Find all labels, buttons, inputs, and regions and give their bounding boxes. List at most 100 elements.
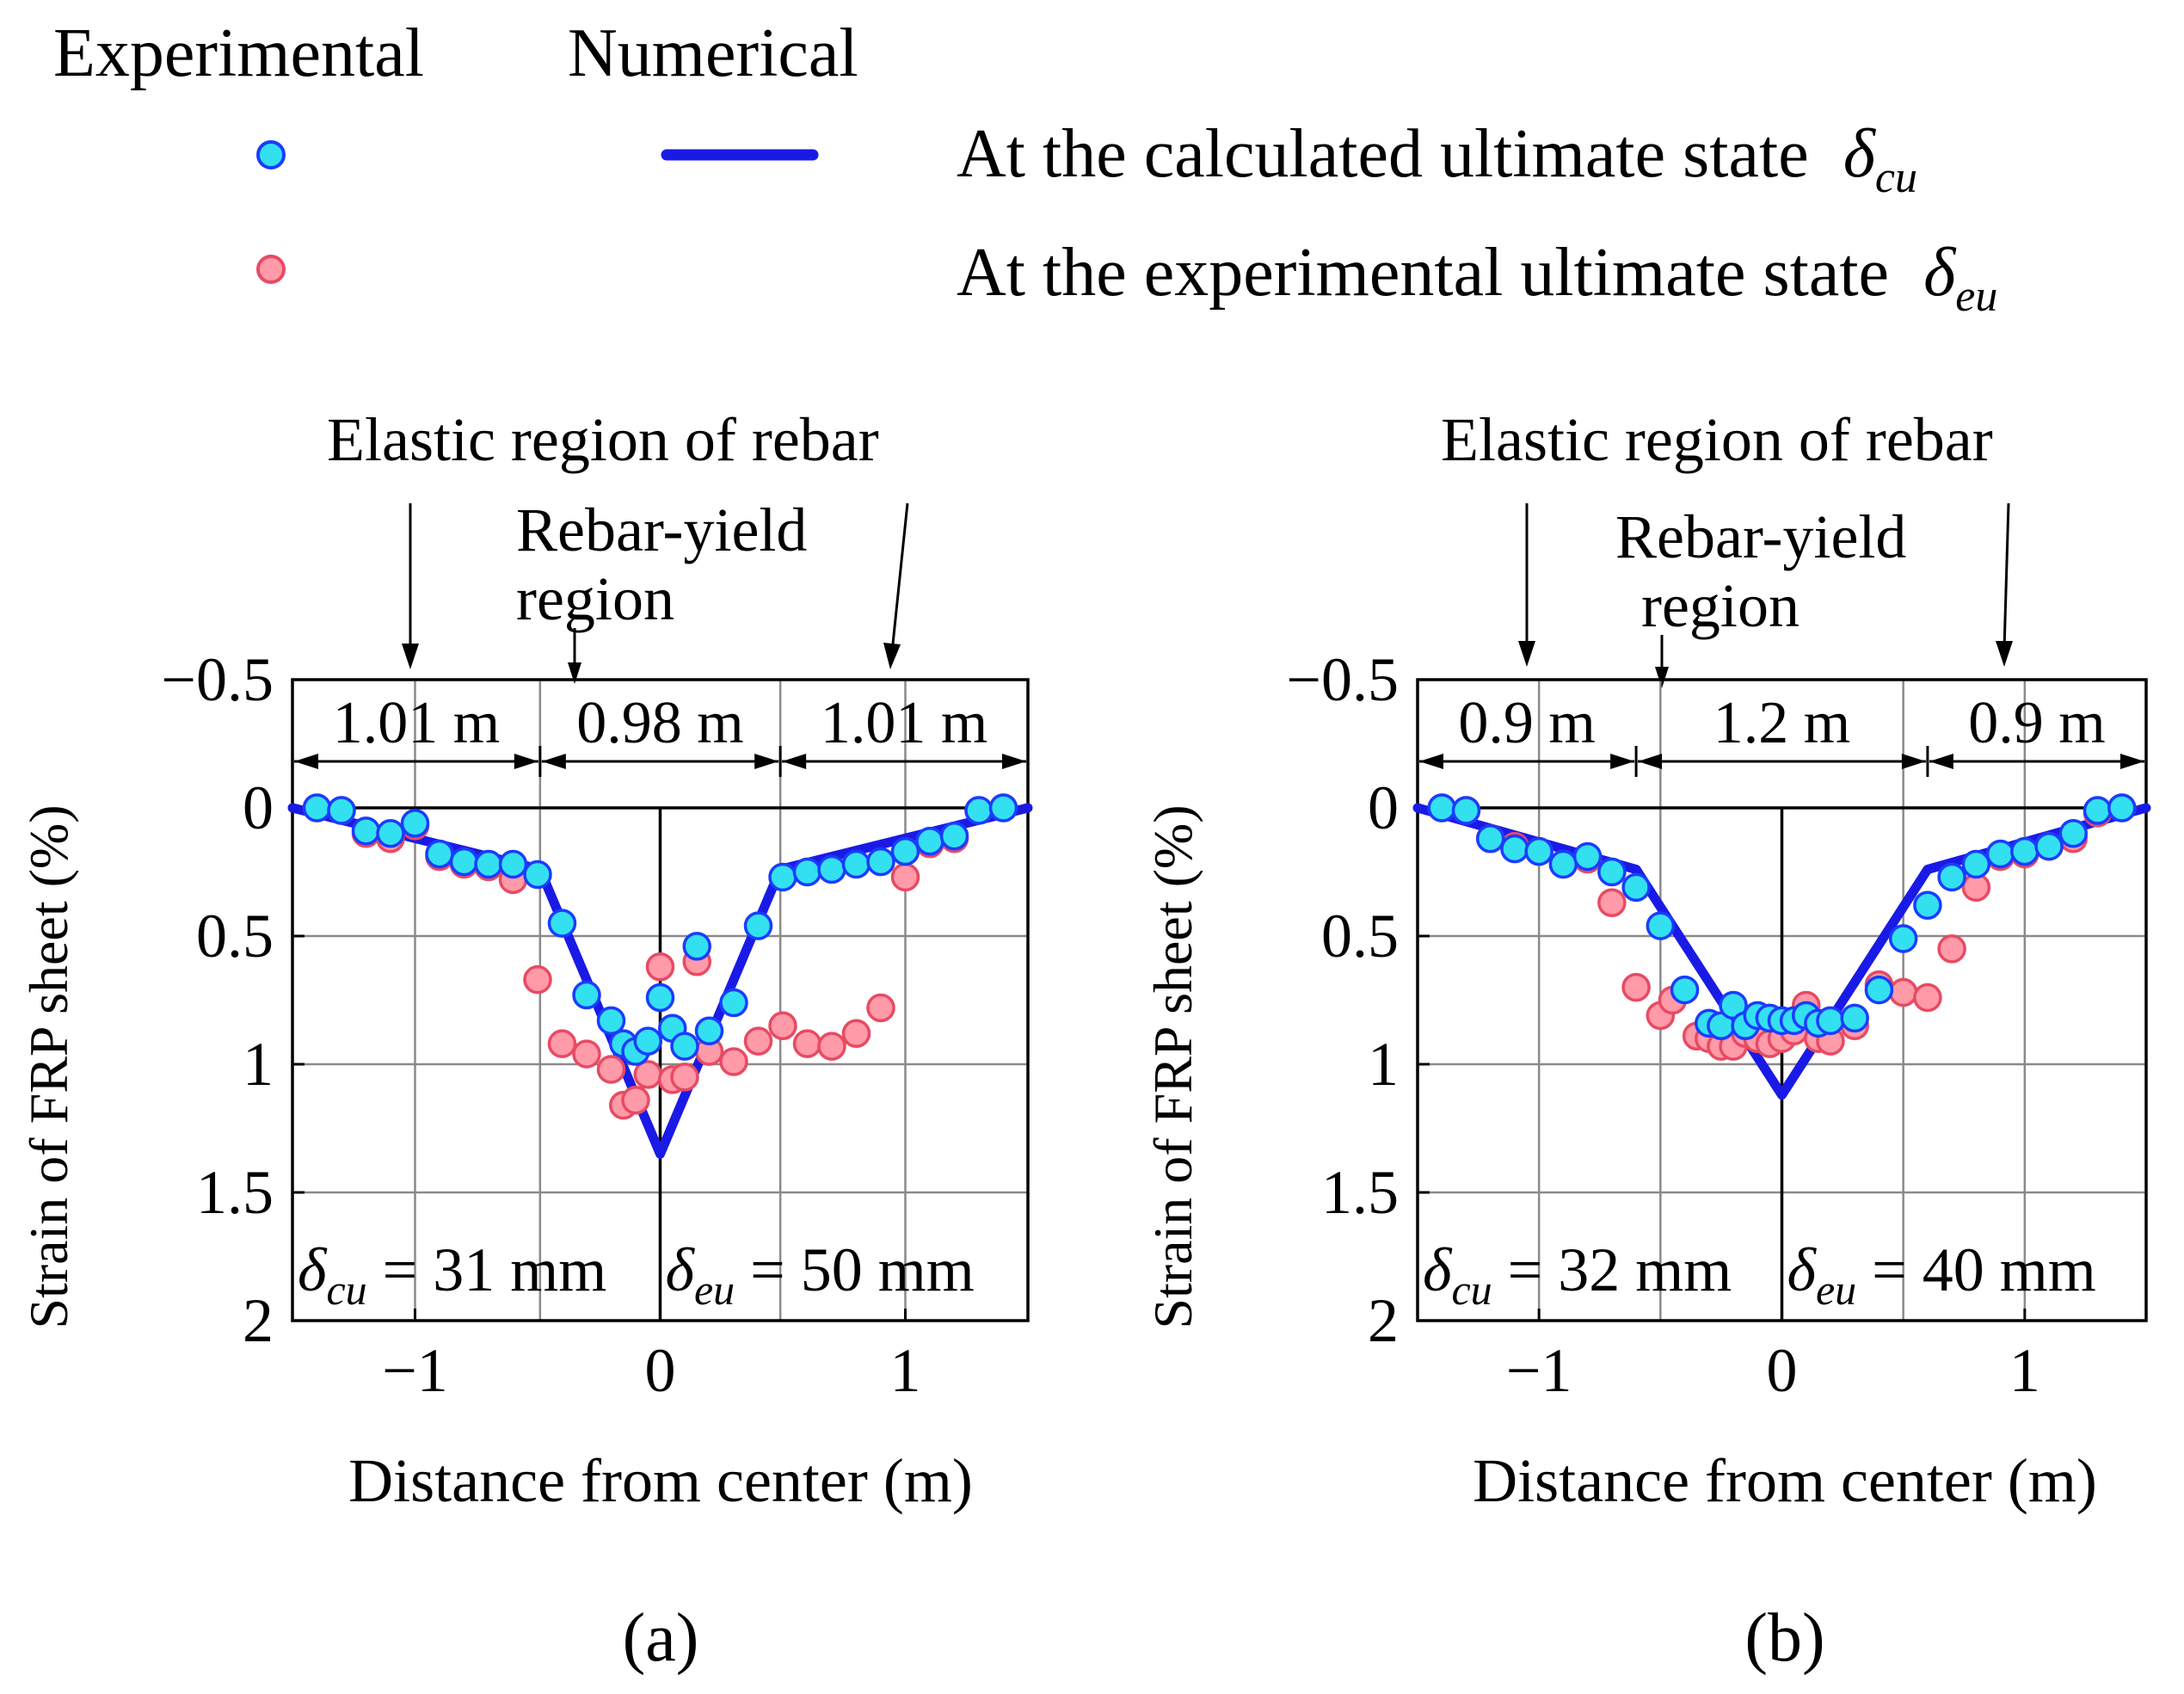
y-tick-label: 0 [243, 773, 274, 842]
dimension-arrowhead [1638, 754, 1663, 769]
dimension-arrowhead [782, 754, 807, 769]
panel-b: Elastic region of rebar Rebar-yield regi… [1142, 405, 2151, 1676]
dimension-arrowhead [2120, 754, 2144, 769]
y-tick-label: 0.5 [196, 902, 274, 970]
data-point-calculated [1670, 975, 1700, 1005]
legend-label-calculated: At the calculated ultimate state δcu [957, 116, 1917, 202]
x-tick-label: 1 [2009, 1336, 2040, 1405]
data-point-calculated [915, 826, 944, 856]
panel-label-b: (b) [1744, 1600, 1824, 1676]
data-point-experimental [841, 1019, 871, 1048]
data-point-calculated [817, 854, 846, 884]
x-tick-label: 0 [645, 1336, 676, 1405]
data-point-calculated [1816, 1006, 1845, 1036]
data-point-experimental [1913, 983, 1942, 1013]
y-tick-label: −0.5 [161, 645, 274, 714]
region-dimensions: 1.01 m 0.98 m 1.01 m [294, 690, 1026, 777]
data-point-experimental [1937, 934, 1966, 964]
data-point-calculated [376, 819, 405, 848]
data-point-calculated [2010, 836, 2039, 866]
x-tick-label: −1 [1506, 1336, 1572, 1405]
data-point-calculated [1985, 839, 2015, 869]
data-point-calculated [1548, 849, 1578, 879]
data-point-calculated [645, 983, 675, 1013]
data-point-calculated [768, 862, 797, 892]
data-point-calculated [2107, 793, 2137, 822]
data-point-experimental [596, 1055, 626, 1084]
dimension-label: 0.9 m [1968, 690, 2105, 756]
series-calculated-ultimate [302, 793, 1018, 1066]
data-point-calculated [2058, 819, 2089, 848]
data-point-experimental [768, 1011, 797, 1041]
dimension-label: 1.01 m [821, 690, 987, 756]
dimension-arrowhead [1610, 754, 1635, 769]
x-tick-label: 0 [1767, 1336, 1798, 1405]
legend-label-experimental: At the experimental ultimate state δeu [957, 235, 1997, 321]
data-point-calculated [1840, 1003, 1869, 1033]
data-point-calculated [523, 859, 552, 890]
data-point-experimental [719, 1047, 748, 1076]
x-tick-label: 1 [890, 1336, 921, 1405]
data-point-calculated [1646, 911, 1676, 940]
data-point-experimental [792, 1029, 822, 1058]
displacement-label-experimental: δeu = 40 mm [1787, 1235, 2096, 1314]
data-point-calculated [988, 793, 1018, 822]
data-point-calculated [2082, 796, 2113, 825]
y-tick-label: 2 [243, 1286, 274, 1355]
annotation-yield-region-line2: region [516, 564, 674, 633]
data-point-calculated [939, 822, 969, 851]
displacement-label-experimental: δeu = 50 mm [666, 1235, 975, 1314]
y-tick-label: 1 [1368, 1030, 1399, 1099]
region-dimensions: 0.9 m 1.2 m 0.9 m [1419, 690, 2144, 777]
legend-experimental-header: Experimental [53, 15, 424, 91]
dimension-arrowhead [1419, 754, 1443, 769]
dimension-arrowhead [1901, 754, 1926, 769]
data-point-calculated [1451, 796, 1481, 825]
data-point-experimental [572, 1039, 601, 1069]
data-point-calculated [743, 911, 773, 940]
dimension-arrowhead [1002, 754, 1026, 769]
data-point-calculated [1864, 975, 1894, 1005]
data-point-calculated [1475, 824, 1505, 853]
data-point-calculated [1961, 849, 1991, 879]
data-point-experimental [645, 952, 675, 982]
data-point-calculated [1524, 836, 1553, 866]
data-point-calculated [841, 849, 871, 879]
data-point-calculated [400, 809, 430, 838]
data-point-calculated [670, 1032, 699, 1061]
data-point-calculated [1888, 924, 1918, 953]
data-point-calculated [572, 980, 601, 1010]
data-point-calculated [474, 849, 503, 879]
dimension-arrowhead [1929, 754, 1953, 769]
dimension-label: 1.01 m [333, 690, 500, 756]
annotation-arrows [1518, 502, 2013, 688]
data-point-calculated [964, 796, 994, 825]
data-point-calculated [1621, 872, 1651, 902]
y-tick-label: 2 [1368, 1286, 1399, 1355]
data-point-calculated [719, 988, 748, 1018]
annotation-yield-region-line1: Rebar-yield [1615, 502, 1906, 571]
dimension-arrowhead [514, 754, 538, 769]
data-point-calculated [498, 849, 528, 879]
y-tick-label: 0 [1368, 773, 1399, 842]
data-point-experimental [866, 993, 895, 1023]
dimension-arrowhead [541, 754, 566, 769]
series-calculated-ultimate [1427, 793, 2137, 1041]
data-point-calculated [682, 932, 711, 961]
data-point-calculated [596, 1006, 626, 1036]
y-tick-label: 0.5 [1321, 902, 1399, 970]
y-tick-label: −0.5 [1286, 645, 1399, 714]
displacement-label-calculated: δcu = 32 mm [1423, 1235, 1732, 1314]
dimension-arrowhead [754, 754, 779, 769]
data-point-experimental [1621, 972, 1651, 1002]
data-point-calculated [449, 847, 479, 877]
dimension-arrowhead [294, 754, 318, 769]
plot-area-b: −1 0 1 −0.5 0 0.5 1 1.5 2 0.9 m 1.2 m 0.9 m δcu = 32… [1286, 645, 2151, 1405]
data-point-experimental [817, 1032, 846, 1061]
displacement-label-calculated: δcu = 31 mm [298, 1235, 606, 1314]
plot-area-a: −1 0 1 −0.5 0 0.5 1 1.5 2 1.01 m 0.98 m 1.01 m δcu =… [161, 645, 1033, 1405]
data-point-experimental [890, 862, 920, 892]
dimension-label: 0.98 m [576, 690, 743, 756]
y-tick-label: 1.5 [196, 1158, 274, 1227]
annotation-elastic-region: Elastic region of rebar [1441, 405, 1993, 474]
